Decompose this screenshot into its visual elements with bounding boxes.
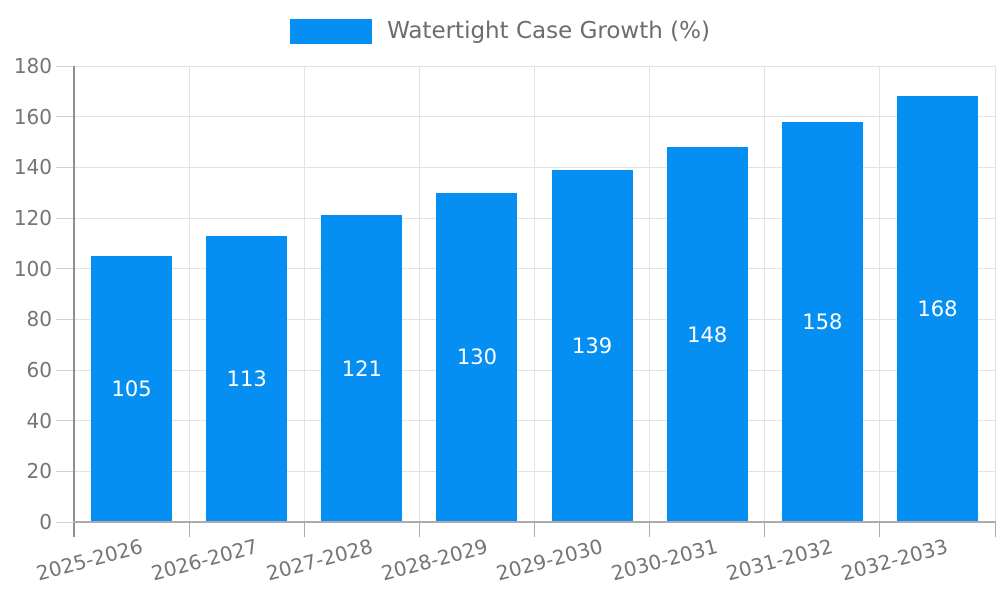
y-axis-line — [73, 66, 75, 537]
gridline-vertical — [534, 66, 535, 522]
bar[interactable] — [91, 256, 173, 521]
x-axis-label: 2026-2027 — [148, 534, 260, 586]
legend-label[interactable]: Watertight Case Growth (%) — [387, 18, 710, 44]
y-axis-tick — [56, 369, 74, 371]
bar-value-label: 105 — [111, 377, 152, 401]
x-axis-label: 2030-2031 — [608, 534, 721, 586]
bar-value-label: 139 — [572, 333, 613, 358]
y-axis-label: 100 — [13, 256, 52, 281]
bar[interactable] — [206, 235, 288, 521]
bar-value-label: 158 — [802, 309, 843, 334]
gridline-vertical — [303, 66, 305, 522]
bar[interactable] — [436, 192, 518, 521]
x-axis-tick — [649, 522, 651, 537]
gridline-vertical — [879, 66, 881, 522]
bar-value-label: 113 — [226, 366, 267, 391]
y-axis-label: 20 — [26, 459, 52, 484]
bar[interactable] — [551, 169, 633, 521]
x-axis-label: 2029-2030 — [493, 534, 606, 586]
x-axis-label: 2031-2032 — [724, 534, 836, 586]
y-axis-tick — [56, 318, 74, 320]
gridline-vertical — [418, 66, 420, 522]
bar[interactable] — [666, 147, 748, 521]
x-axis-line — [73, 521, 996, 523]
y-axis-tick — [56, 470, 74, 472]
y-axis-tick — [56, 217, 74, 219]
bar[interactable] — [321, 215, 403, 521]
gridline-vertical — [764, 66, 766, 522]
y-axis-tick — [56, 268, 74, 270]
x-axis-tick — [534, 522, 535, 537]
x-axis-label: 2027-2028 — [263, 534, 376, 586]
x-axis-tick — [764, 522, 766, 537]
bar-value-label: 121 — [341, 356, 382, 381]
x-axis-label: 2032-2033 — [839, 534, 951, 586]
y-axis-tick — [56, 521, 74, 523]
legend-swatch[interactable] — [290, 18, 373, 44]
gridline-vertical — [994, 66, 996, 522]
y-axis-label: 0 — [39, 510, 52, 534]
gridline-vertical — [649, 66, 651, 522]
x-axis-tick — [994, 522, 996, 537]
x-axis-tick — [879, 522, 881, 537]
bar-value-label: 130 — [456, 345, 497, 370]
bar-value-label: 168 — [917, 297, 958, 322]
y-axis-label: 60 — [26, 358, 52, 382]
y-axis-tick — [56, 166, 74, 168]
y-axis-label: 40 — [26, 408, 52, 433]
x-axis-label: 2025-2026 — [33, 534, 145, 586]
chart-legend[interactable]: Watertight Case Growth (%) — [0, 18, 1000, 44]
bar[interactable] — [781, 121, 863, 521]
y-axis-label: 180 — [13, 54, 52, 78]
y-axis-label: 120 — [13, 206, 52, 230]
x-axis-label: 2028-2029 — [378, 534, 491, 586]
y-axis-label: 80 — [26, 307, 52, 332]
y-axis-tick — [56, 65, 74, 67]
y-axis-tick — [56, 116, 74, 118]
bar[interactable] — [896, 96, 978, 521]
gridline-vertical — [188, 66, 190, 522]
bar-value-label: 148 — [687, 322, 728, 347]
y-axis-tick — [56, 420, 74, 422]
y-axis-label: 140 — [13, 155, 52, 180]
x-axis-tick — [418, 522, 420, 537]
y-axis-label: 160 — [13, 104, 52, 129]
x-axis-tick — [303, 522, 305, 537]
x-axis-tick — [188, 522, 190, 537]
